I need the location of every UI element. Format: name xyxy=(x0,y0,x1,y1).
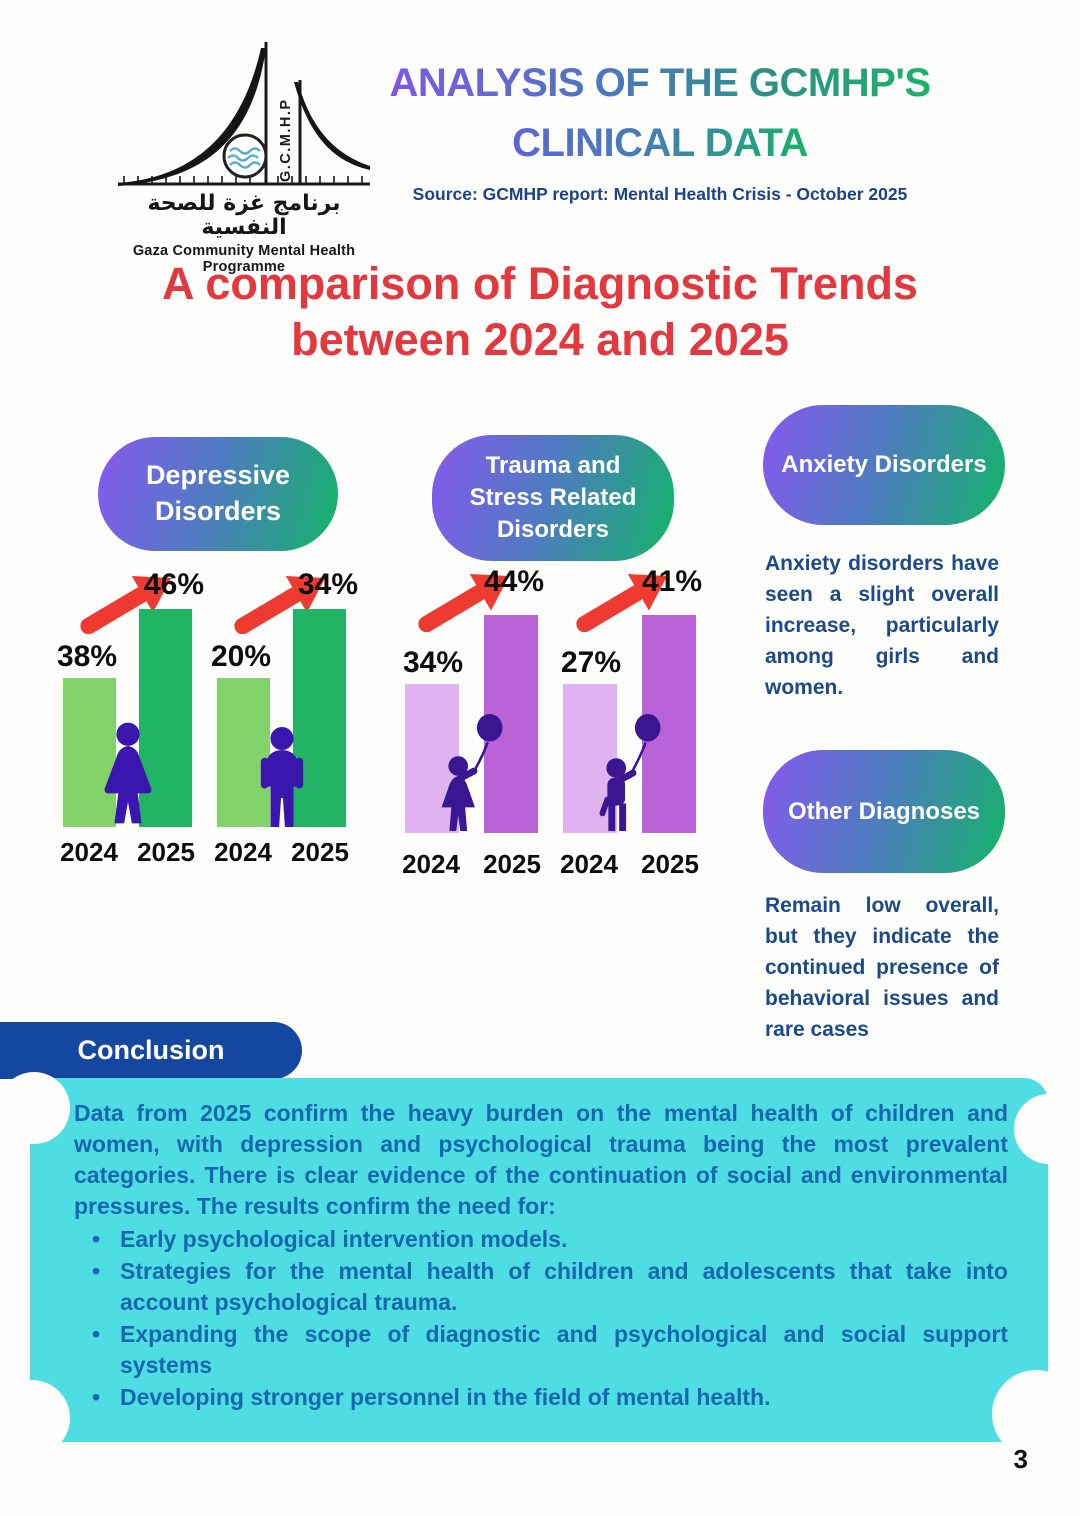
pct-label-2025: 41% xyxy=(641,565,702,598)
side-pill-anxiety: Anxiety Disorders xyxy=(763,405,1005,525)
gcmhp-logo: G.C.M.H.P برنامج غزة للصحة النفسية Gaza … xyxy=(112,34,376,275)
year-label-2024: 2024 xyxy=(60,837,118,867)
corner-notch xyxy=(0,1380,70,1456)
chart-depressive-disorders: Depressive Disorders 38% 46% 2024 2025 2… xyxy=(57,437,358,872)
year-label-2024: 2024 xyxy=(214,837,272,867)
bar-pair-trauma-girls: 34% 44% 2024 2025 xyxy=(402,565,544,880)
side-pill-other-diagnoses: Other Diagnoses xyxy=(763,750,1005,873)
conclusion-badge-label: Conclusion xyxy=(77,1035,225,1065)
pct-label-2024: 34% xyxy=(403,646,464,679)
logo-caption: Gaza Community Mental Health Programme xyxy=(132,243,356,276)
pct-label-2024: 27% xyxy=(561,646,622,679)
woman-icon xyxy=(104,722,151,824)
boy-with-balloon-icon xyxy=(598,713,660,832)
conclusion-paragraph: Data from 2025 confirm the heavy burden … xyxy=(74,1100,1008,1219)
pct-label-2025: 34% xyxy=(297,568,358,601)
logo-arabic-text: برنامج غزة للصحة النفسية xyxy=(147,191,341,241)
pill-line: Stress Related xyxy=(469,483,637,511)
bar-pair-trauma-boys: 27% 41% 2024 2025 xyxy=(560,565,702,880)
gcmhp-logo-graphic-icon: G.C.M.H.P xyxy=(118,42,370,186)
trend-up-arrow-icon xyxy=(418,574,510,632)
side-text-other-diagnoses: Remain low overall, but they indicate th… xyxy=(765,894,999,1041)
conclusion-bullet: Early psychological intervention models. xyxy=(92,1224,1008,1255)
side-column: Anxiety Disorders Anxiety disorders have… xyxy=(763,403,1005,1048)
year-label-2025: 2025 xyxy=(641,849,699,879)
bar-2024 xyxy=(217,678,270,827)
pill-line: Depressive xyxy=(145,460,291,491)
pct-label-2025: 44% xyxy=(483,565,544,598)
year-label-2025: 2025 xyxy=(137,837,195,867)
pill-line: Disorders xyxy=(154,496,282,526)
bar-2024 xyxy=(405,684,459,833)
side-pill-other-label: Other Diagnoses xyxy=(787,797,981,825)
pill-line: Trauma and xyxy=(485,451,621,479)
side-text-anxiety: Anxiety disorders have seen a slight ove… xyxy=(765,552,999,699)
logo-acronym-vertical: G.C.M.H.P xyxy=(278,98,294,182)
bar-pair-depressive-men: 20% 34% 2024 2025 xyxy=(211,558,358,870)
corner-notch xyxy=(0,1072,70,1144)
bar-pair-depressive-women: 38% 46% 2024 2025 xyxy=(57,558,204,870)
section-heading-line2: between 2024 and 2025 xyxy=(291,313,789,365)
pct-label-2025: 46% xyxy=(143,568,204,601)
section-heading: A comparison of Diagnostic Trends betwee… xyxy=(0,256,1080,368)
conclusion-bullet: Expanding the scope of diagnostic and ps… xyxy=(92,1319,1008,1381)
page-title-line2: CLINICAL DATA xyxy=(512,121,808,165)
pct-label-2024: 20% xyxy=(211,640,272,673)
page-number: 3 xyxy=(1013,1444,1028,1474)
girl-with-balloon-icon xyxy=(441,713,502,832)
conclusion-bullet-list: Early psychological intervention models.… xyxy=(74,1224,1008,1413)
conclusion-badge: Conclusion xyxy=(0,1022,302,1079)
source-note: Source: GCMHP report: Mental Health Cris… xyxy=(412,184,908,204)
trend-up-arrow-icon xyxy=(234,576,326,634)
side-pill-anxiety-label: Anxiety Disorders xyxy=(781,451,987,478)
chart-trauma-stress-disorders: Trauma and Stress Related Disorders 34% … xyxy=(402,435,702,882)
year-label-2024: 2024 xyxy=(402,849,460,879)
section-heading-line1: A comparison of Diagnostic Trends xyxy=(162,258,918,309)
year-label-2025: 2025 xyxy=(483,849,541,879)
year-label-2024: 2024 xyxy=(560,849,618,879)
conclusion-bullet: Strategies for the mental health of chil… xyxy=(92,1256,1008,1318)
trend-up-arrow-icon xyxy=(576,574,668,632)
corner-notch xyxy=(1014,1094,1080,1164)
bar-2024 xyxy=(63,678,116,827)
conclusion-box: Data from 2025 confirm the heavy burden … xyxy=(0,1072,1080,1458)
page-title: ANALYSIS OF THE GCMHP'S CLINICAL DATA So… xyxy=(350,62,970,205)
pct-label-2024: 38% xyxy=(57,640,118,673)
bar-2025 xyxy=(293,609,346,827)
trend-up-arrow-icon xyxy=(80,576,172,634)
conclusion-bullet: Developing stronger personnel in the fie… xyxy=(92,1382,1008,1413)
page-title-line1: ANALYSIS OF THE GCMHP'S xyxy=(389,61,931,105)
pill-depressive-disorders: Depressive Disorders xyxy=(98,437,338,551)
year-label-2025: 2025 xyxy=(291,837,349,867)
man-icon xyxy=(260,727,303,827)
pill-trauma-disorders: Trauma and Stress Related Disorders xyxy=(432,435,674,561)
pill-line: Disorders xyxy=(496,516,610,544)
